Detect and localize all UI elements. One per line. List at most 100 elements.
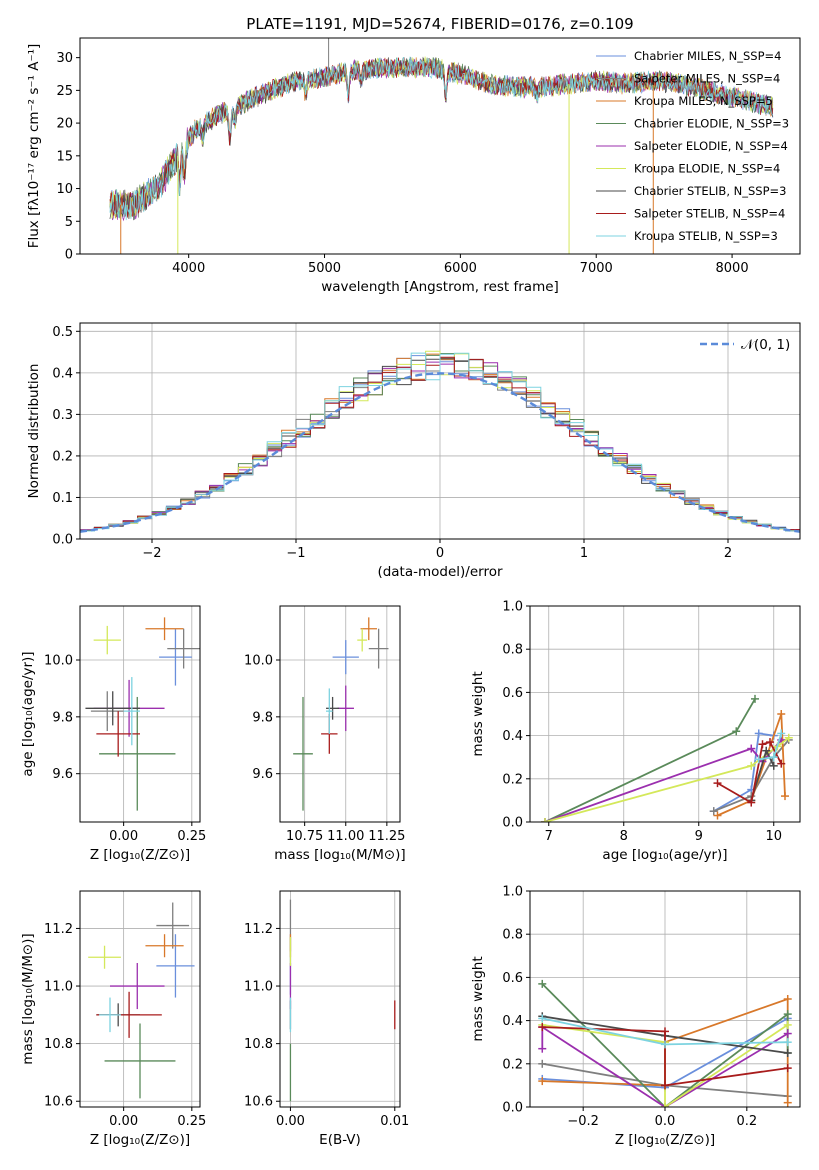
mass_vs_Z-point-salpeter-elodie-4 [110,963,165,1010]
spectrum-ylabel: Flux [fλ10⁻¹⁷ erg cm⁻² s⁻¹ A⁻¹] [26,44,42,249]
spectrum-ytick-label-2: 10 [56,182,73,197]
weight_vs_age-ytick-label-4: 0.8 [502,643,523,658]
weight_vs_Z-marker-kroupa-stelib-2 [783,1038,792,1047]
age_vs_mass-point-kroupa-elodie-5 [357,628,368,652]
legend-label-kroupa-miles: Kroupa MILES, N_SSP=5 [634,94,773,108]
weight_vs_Z-ytick-label-0: 0.0 [502,1101,523,1116]
weight_vs_Z-ytick-label-4: 0.8 [502,928,523,943]
legend-label-salpeter-elodie: Salpeter ELODIE, N_SSP=4 [634,139,788,153]
weight_vs_age-line-salpeter-miles [713,739,790,813]
weight_vs_Z-frame [529,890,801,1108]
mass_vs_EBV-xtick-label-0: 0.00 [276,1114,305,1129]
weight_vs_Z-xlabel: Z [log₁₀(Z/Z⊙)] [615,1132,715,1148]
weight_vs_Z-marker-chabrier-stelib-2 [783,1049,792,1057]
spectrum-ytick-label-4: 20 [56,117,73,132]
panel-weight_vs_age: 7 8 9 10 0.0 0.2 0.4 0.6 0.8 1.0 age [log₁₀(age/yr… [470,600,801,863]
mass_vs_Z-xtick-label-1: 0.25 [177,1114,206,1129]
weight_vs_age-ytick-label-2: 0.4 [502,729,523,744]
weight_vs_Z-marker-salpeter-miles-0 [538,1059,547,1068]
age_vs_Z-ytick-label-1: 9.8 [52,710,73,725]
weight_vs_Z-marker-chabrier-elodie-0 [538,979,547,988]
age_vs_Z-point-kroupa-stelib-8 [123,677,140,746]
age_vs_mass-xtick-label-1: 11.00 [327,829,364,844]
residuals-xtick-label-1: −1 [286,546,305,561]
spectrum-line-kroupa-stelib [109,56,773,221]
age_vs_Z-point-salpeter-stelib-7 [96,711,140,757]
weight_vs_Z-ytick-label-3: 0.6 [502,971,523,986]
panel-spectrum: 4000 5000 6000 7000 8000 0 5 10 15 20 25 30 waveleng… [26,37,801,295]
residuals-plot-area [80,350,800,534]
age_vs_Z-frame [79,605,201,823]
residuals-ytick-label-0: 0.0 [52,533,73,548]
residuals-ytick-label-3: 0.3 [52,408,73,423]
gaussian-legend-label: 𝒩(0, 1) [741,337,790,353]
age_vs_mass-point-chabrier-elodie-3 [293,696,313,811]
spectrum-xtick-label-1: 5000 [308,261,341,276]
mass_vs_Z-plot-area [88,902,195,1099]
weight_vs_age-marker-salpeter-stelib-2 [758,740,767,749]
spectrum-ytick-label-0: 0 [65,248,73,263]
figure-title: PLATE=1191, MJD=52674, FIBERID=0176, z=0… [246,15,633,33]
weight_vs_Z-line-salpeter-elodie [541,1025,789,1107]
spectrum-ytick-label-6: 30 [56,51,73,66]
legend-label-kroupa-stelib: Kroupa STELIB, N_SSP=3 [634,229,778,243]
age_vs_mass-xtick-label-2: 11.25 [368,829,405,844]
weight_vs_age-marker-salpeter-elodie-1 [747,744,756,753]
weight_vs_age-marker-kroupa-elodie-1 [747,761,756,770]
weight_vs_age-line-chabrier-miles [713,732,774,812]
mass_vs_EBV-ytick-label-0: 10.6 [244,1095,273,1110]
weight_vs_Z-marker-kroupa-miles-3 [783,995,792,1003]
spectrum-ytick-label-1: 5 [65,215,73,230]
weight_vs_Z-marker-chabrier-elodie-2 [783,1010,792,1019]
legend-label-salpeter-stelib: Salpeter STELIB, N_SSP=4 [634,207,785,221]
weight_vs_age-plot-area [541,694,793,822]
weight_vs_Z-ytick-label-1: 0.2 [502,1057,523,1072]
weight_vs_Z-ytick-label-5: 1.0 [502,885,523,900]
weight_vs_Z-marker-salpeter-stelib-1 [661,1027,669,1036]
weight_vs_Z-marker-salpeter-stelib-0 [538,1023,547,1032]
mass_vs_Z-xtick-label-0: 0.00 [109,1114,138,1129]
panel-mass_vs_EBV: 0.00 0.01 10.6 10.8 11.0 11.2 E(B-V) [244,890,409,1148]
histogram-kroupa-stelib [80,352,800,534]
weight_vs_Z-ytick-label-2: 0.4 [502,1014,523,1029]
weight_vs_Z-xtick-label-1: 0.0 [655,1114,676,1129]
weight_vs_Z-xtick-label-0: −0.2 [567,1114,599,1129]
residuals-ytick-label-2: 0.2 [52,449,73,464]
weight_vs_Z-marker-kroupa-miles-0 [538,1077,547,1086]
weight_vs_Z-xtick-label-2: 0.2 [736,1114,757,1129]
legend-label-kroupa-elodie: Kroupa ELODIE, N_SSP=4 [634,162,780,176]
spectrum-xtick-label-4: 8000 [716,261,749,276]
residuals-xtick-label-4: 2 [724,546,732,561]
age_vs_Z-xtick-label-0: 0.00 [109,829,138,844]
mass_vs_Z-point-salpeter-miles-1 [156,902,190,949]
weight_vs_Z-marker-kroupa-miles-4 [783,1098,792,1107]
mass_vs_Z-xlabel: Z [log₁₀(Z/Z⊙)] [90,1132,190,1148]
age_vs_Z-plot-area [85,617,200,811]
weight_vs_age-marker-kroupa-stelib-0 [754,755,763,764]
panel-age_vs_Z: 0.00 0.25 9.6 9.8 10.0 Z [log₁₀(Z/Z⊙)] age [lo… [20,605,206,863]
age_vs_Z-point-kroupa-elodie-5 [93,625,121,655]
residuals-ytick-label-5: 0.5 [52,325,73,340]
weight_vs_age-marker-chabrier-elodie-2 [751,694,759,703]
mass_vs_EBV-xtick-label-1: 0.01 [380,1114,409,1129]
weight_vs_age-marker-kroupa-miles-2 [777,710,786,718]
residuals-xtick-label-3: 1 [580,546,588,561]
weight_vs_age-marker-chabrier-stelib-2 [769,761,778,770]
weight_vs_age-marker-kroupa-elodie-0 [541,818,549,822]
age_vs_Z-point-chabrier-miles-0 [159,628,192,686]
weight_vs_age-marker-kroupa-stelib-2 [777,729,786,738]
panel-age_vs_mass: 10.75 11.00 11.25 9.6 9.8 10.0 mass [log₁₀(M/M… [244,605,406,863]
spectrum-xtick-label-0: 4000 [172,261,205,276]
mass_vs_EBV-ytick-label-2: 11.0 [244,980,273,995]
age_vs_mass-plot-area [293,617,389,811]
chart-layer: 4000 5000 6000 7000 8000051015202530waveleng… [20,37,801,1148]
weight_vs_age-frame [529,605,801,823]
age_vs_mass-point-kroupa-miles-2 [360,617,377,641]
weight_vs_Z-plot-area [538,979,792,1107]
weight_vs_age-ytick-label-5: 1.0 [502,600,523,615]
spectrum-legend: Chabrier MILES, N_SSP=4 Salpeter MILES, N… [596,49,789,243]
panel-residuals: −2 −1 0 1 2 0.0 0.1 0.2 0.3 0.4 0.5 (data-model)/er… [26,322,801,580]
mass_vs_EBV-frame [279,890,401,1108]
